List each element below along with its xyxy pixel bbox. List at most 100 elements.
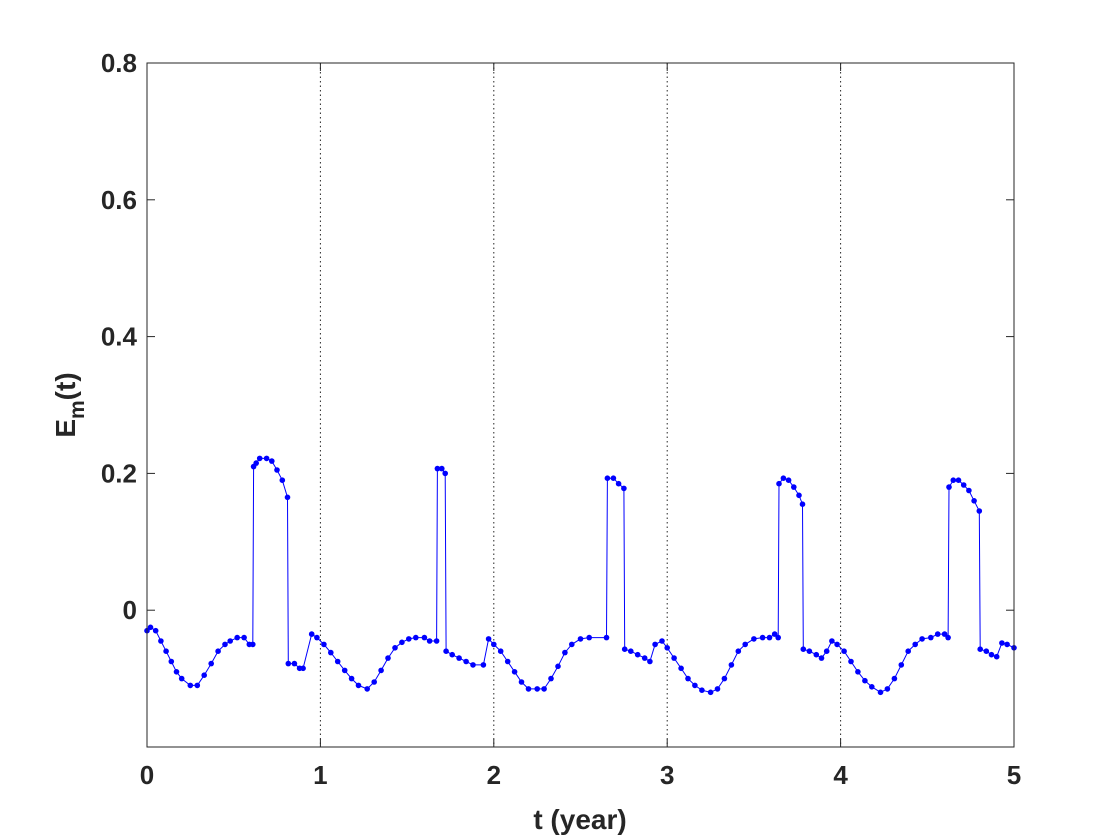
data-point [945, 634, 951, 641]
data-point [269, 458, 275, 464]
data-point [491, 641, 497, 648]
data-point [928, 634, 934, 641]
data-point [898, 662, 905, 668]
data-point [399, 639, 405, 646]
data-point [194, 682, 201, 689]
data-point [511, 669, 518, 675]
y-tick-label: 0.8 [101, 48, 137, 78]
y-axis-label-suffix: (t) [50, 372, 81, 400]
data-point [480, 662, 487, 668]
data-point [993, 653, 1000, 660]
data-point [791, 484, 797, 490]
data-point [877, 689, 884, 696]
x-axis: 0 1 2 3 4 5 [140, 63, 1021, 790]
data-point [862, 677, 868, 684]
data-point [421, 634, 428, 641]
data-point [955, 477, 962, 484]
data-point [328, 649, 334, 656]
y-tick-label: 0.4 [101, 322, 138, 352]
y-axis-label-subscript: m [66, 400, 89, 419]
data-point [279, 477, 286, 484]
data-point [818, 655, 825, 661]
data-point [562, 649, 568, 656]
data-point [934, 631, 941, 637]
data-point [392, 645, 398, 651]
data-point [341, 667, 348, 674]
data-point [869, 684, 875, 690]
y-tick-label: 0.6 [101, 185, 137, 215]
data-point [371, 679, 378, 685]
data-point [463, 658, 469, 665]
reference-lines [319, 63, 842, 747]
data-point [385, 655, 391, 661]
data-point [855, 669, 861, 675]
data-point [919, 636, 925, 642]
data-point [355, 682, 362, 689]
data-point [291, 660, 298, 667]
data-point [253, 460, 259, 466]
data-point [442, 470, 449, 477]
data-point [891, 675, 898, 682]
data-point [983, 648, 990, 654]
data-point [785, 477, 792, 484]
data-point [759, 634, 766, 641]
data-point [714, 686, 721, 692]
data-point [692, 682, 698, 689]
plot-background [147, 63, 1014, 747]
data-point [485, 636, 492, 642]
data-point [941, 631, 948, 637]
data-point [829, 638, 835, 644]
data-point [971, 498, 977, 504]
x-tick-label: 3 [660, 760, 674, 790]
data-point [173, 669, 180, 675]
data-point [470, 662, 476, 668]
data-point [518, 679, 525, 685]
data-point [780, 475, 787, 482]
data-point [912, 641, 918, 648]
data-point [147, 624, 154, 631]
data-point [742, 641, 748, 648]
data-point [988, 651, 995, 658]
data-point [659, 638, 665, 644]
data-point [222, 641, 228, 648]
y-tick-label: 0.2 [101, 458, 137, 488]
data-point [823, 648, 830, 654]
data-point [234, 634, 240, 641]
data-point [641, 655, 648, 661]
x-tick-label: 2 [487, 760, 501, 790]
data-point [426, 638, 433, 644]
x-tick-label: 4 [833, 760, 848, 790]
data-point [960, 482, 967, 488]
data-point [208, 660, 214, 667]
data-point [364, 686, 371, 692]
data-point [652, 641, 658, 648]
data-point [634, 651, 641, 658]
data-point [548, 675, 554, 682]
data-point [504, 658, 511, 665]
y-axis: 0 0.2 0.4 0.6 0.8 [101, 48, 1014, 625]
data-point [685, 675, 691, 682]
data-point [534, 686, 540, 692]
data-point [751, 636, 757, 642]
data-point [799, 501, 806, 508]
data-point [813, 651, 820, 658]
data-point [300, 665, 306, 672]
x-tick-label: 1 [313, 760, 327, 790]
data-point [201, 672, 207, 678]
data-point [766, 634, 773, 641]
data-point [671, 655, 677, 661]
data-point [256, 455, 263, 462]
data-point [707, 689, 714, 696]
data-point [434, 465, 441, 472]
data-point [577, 636, 584, 642]
data-point [439, 465, 445, 472]
data-point [610, 475, 617, 482]
data-point [884, 686, 891, 692]
data-point [250, 641, 256, 648]
data-point [314, 634, 320, 641]
data-point [378, 667, 384, 674]
data-point [999, 640, 1005, 646]
data-point [178, 675, 185, 682]
data-point [950, 477, 957, 484]
data-point [966, 487, 972, 494]
